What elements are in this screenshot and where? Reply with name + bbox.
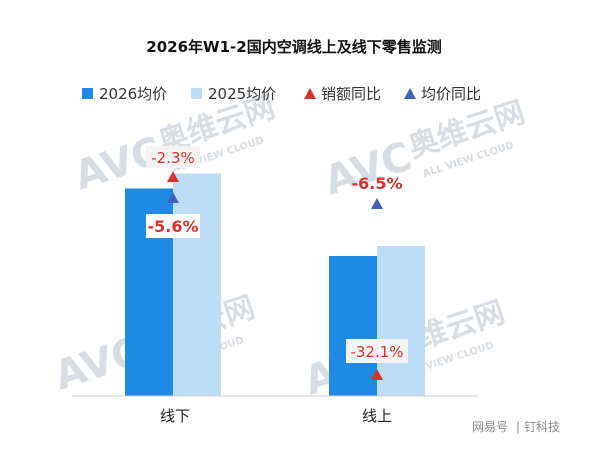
legend: 2026均价 2025均价 销额同比 均价同比 bbox=[82, 85, 481, 103]
credit-source: 网易号 bbox=[472, 420, 508, 434]
legend-label-price-yoy: 均价同比 bbox=[421, 85, 481, 103]
indicator-group-online: -6.5% -32.1% bbox=[346, 174, 408, 380]
category-label-online: 线上 bbox=[362, 407, 392, 425]
legend-marker-price-yoy bbox=[404, 88, 416, 99]
credit-author: 钉科技 bbox=[524, 420, 560, 434]
bars bbox=[125, 173, 425, 396]
bar-2025-online bbox=[377, 246, 425, 396]
bar-2025-offline bbox=[173, 173, 221, 396]
legend-swatch-2026 bbox=[82, 88, 93, 99]
marker-price-yoy-offline bbox=[167, 192, 179, 203]
credit-separator: | bbox=[516, 420, 520, 434]
data-label-sales-yoy-online: -32.1% bbox=[350, 343, 403, 361]
category-label-offline: 线下 bbox=[160, 407, 190, 425]
bar-2026-online bbox=[329, 256, 377, 396]
data-label-price-yoy-offline: -5.6% bbox=[147, 217, 198, 236]
marker-price-yoy-online bbox=[371, 198, 383, 209]
label-box-price-yoy-offline bbox=[146, 214, 200, 238]
legend-swatch-2025 bbox=[191, 88, 202, 99]
legend-label-2026: 2026均价 bbox=[99, 85, 167, 103]
watermark-group: AVC 奥维云网 ALL VIEW CLOUD AVC 奥维云网 ALL VIE… bbox=[49, 90, 529, 405]
label-box-sales-yoy-online bbox=[346, 339, 408, 363]
legend-label-sales-yoy: 销额同比 bbox=[321, 85, 381, 103]
legend-marker-sales-yoy bbox=[304, 88, 316, 99]
indicator-group-offline: -2.3% -5.6% bbox=[146, 146, 200, 238]
marker-sales-yoy-offline bbox=[167, 171, 179, 182]
data-label-sales-yoy-offline: -2.3% bbox=[151, 149, 195, 167]
chart-title: 2026年W1-2国内空调线上及线下零售监测 bbox=[146, 38, 441, 56]
data-label-price-yoy-online: -6.5% bbox=[351, 174, 402, 193]
watermark-brand: AVC bbox=[319, 133, 417, 204]
legend-label-2025: 2025均价 bbox=[208, 85, 276, 103]
credit: 网易号 | 钉科技 bbox=[472, 420, 560, 434]
label-box-sales-yoy-offline bbox=[146, 146, 200, 168]
marker-sales-yoy-online bbox=[371, 369, 383, 380]
